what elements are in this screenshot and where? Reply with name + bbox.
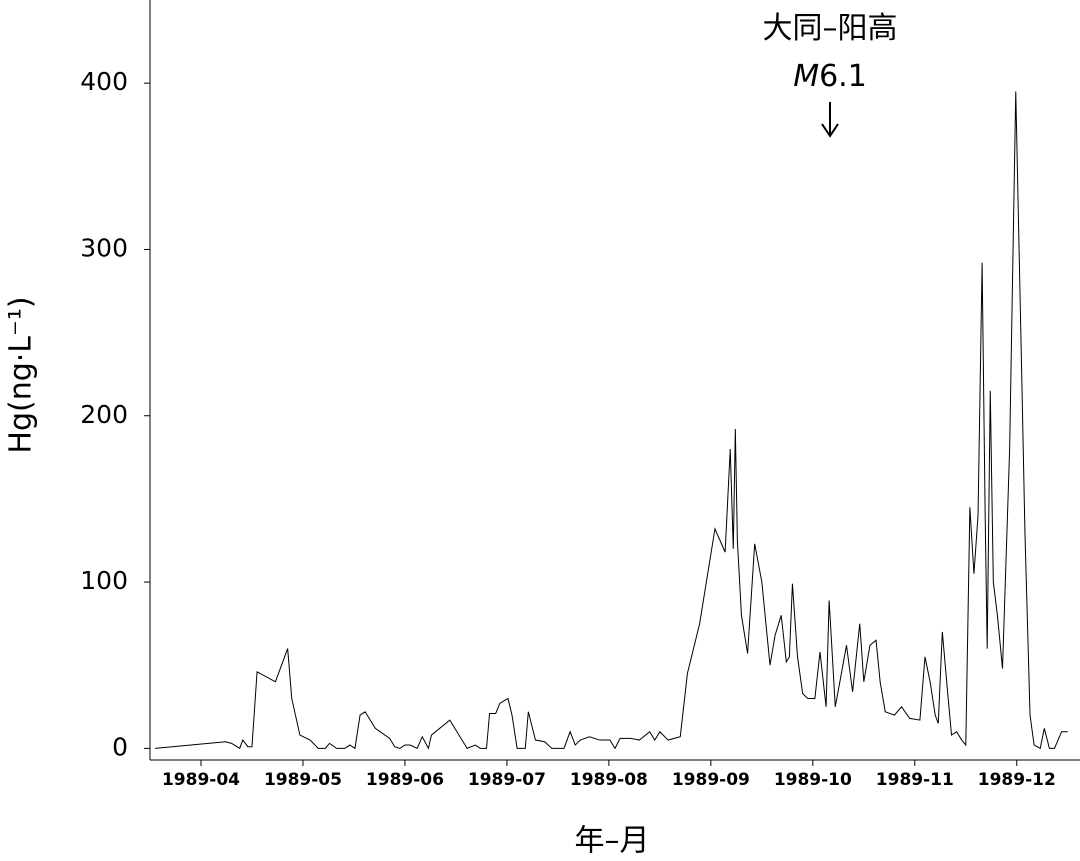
x-tick-label: 1989-05 — [264, 770, 342, 790]
y-tick-label: 400 — [80, 67, 128, 96]
y-axis-label: Hg(ng·L⁻¹) — [4, 296, 39, 453]
x-tick-label: 1989-07 — [468, 770, 546, 790]
x-tick-label: 1989-09 — [672, 770, 750, 790]
y-tick-label: 300 — [80, 233, 128, 262]
annotation-magnitude: M6.1 — [793, 59, 867, 94]
x-tick-label: 1989-12 — [978, 770, 1056, 790]
y-tick-label: 100 — [80, 566, 128, 595]
x-tick-label: 1989-04 — [162, 770, 240, 790]
annotation-arrowhead — [821, 123, 839, 138]
y-tick-label: 200 — [80, 400, 128, 429]
x-tick-label: 1989-11 — [876, 770, 954, 790]
x-tick-label: 1989-06 — [366, 770, 444, 790]
annotation: 大同–阳高 — [762, 11, 898, 46]
data-line — [155, 91, 1068, 750]
x-tick-label: 1989-10 — [774, 770, 852, 790]
x-tick-label: 1989-08 — [570, 770, 648, 790]
y-tick-label: 0 — [112, 732, 128, 761]
x-axis-label: 年–月 — [575, 824, 650, 859]
